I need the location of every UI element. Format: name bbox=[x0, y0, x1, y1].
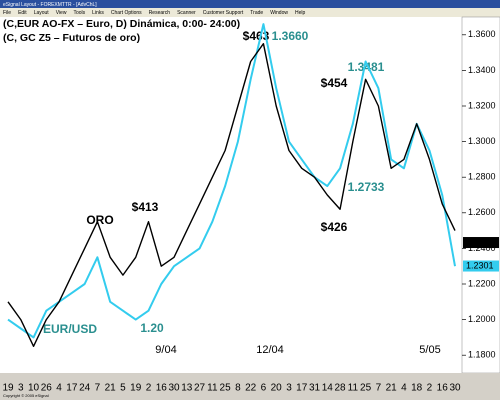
x-tick-label: 14 bbox=[322, 383, 334, 394]
x-tick-label: 2 bbox=[427, 383, 433, 394]
last-value-tag bbox=[463, 260, 499, 272]
x-tick-label: 6 bbox=[261, 383, 267, 394]
x-tick-label: 25 bbox=[220, 383, 232, 394]
menu-item[interactable]: Links bbox=[92, 10, 104, 16]
x-tick-label: 30 bbox=[449, 383, 461, 394]
x-tick-label: 4 bbox=[56, 383, 62, 394]
x-tick-label: 27 bbox=[194, 383, 206, 394]
y-tick-label: 1.3600 bbox=[468, 29, 496, 39]
x-tick-label: 17 bbox=[66, 383, 78, 394]
x-tick-label: 19 bbox=[2, 383, 14, 394]
menu-item[interactable]: Scanner bbox=[177, 10, 196, 16]
x-tick-label: 24 bbox=[79, 383, 91, 394]
menu-item[interactable]: Help bbox=[295, 10, 306, 16]
x-tick-label: 18 bbox=[411, 383, 423, 394]
x-tick-label: 11 bbox=[207, 383, 218, 394]
plot-area bbox=[0, 17, 462, 373]
menu-item[interactable]: Layout bbox=[34, 10, 50, 16]
x-axis-area bbox=[0, 373, 500, 400]
annotation: $463 bbox=[243, 29, 270, 43]
x-tick-label: 4 bbox=[401, 383, 407, 394]
menu-item[interactable]: Research bbox=[149, 10, 171, 16]
header-line: (C,EUR AO-FX – Euro, D) Dinámica, 0:00- … bbox=[3, 18, 240, 30]
header-line: (C, GC Z5 – Futuros de oro) bbox=[3, 32, 140, 44]
x-tick-label: 8 bbox=[235, 383, 241, 394]
annotation: 1.2733 bbox=[348, 180, 385, 194]
y-tick-label: 1.3200 bbox=[468, 100, 496, 110]
x-tick-label: 3 bbox=[18, 383, 24, 394]
x-tick-label: 16 bbox=[437, 383, 449, 394]
annotation: 1.3481 bbox=[348, 60, 385, 74]
x-tick-label: 21 bbox=[105, 383, 117, 394]
menu-bar bbox=[0, 8, 500, 17]
x-tick-label: 16 bbox=[156, 383, 168, 394]
x-tick-label: 19 bbox=[130, 383, 142, 394]
x-tick-label: 7 bbox=[376, 383, 382, 394]
menu-item[interactable]: Edit bbox=[18, 10, 27, 16]
month-label: 5/05 bbox=[419, 344, 440, 356]
series-label: EUR/USD bbox=[43, 322, 97, 336]
title-bar bbox=[0, 0, 500, 8]
x-tick-label: 28 bbox=[334, 383, 346, 394]
x-tick-label: 22 bbox=[245, 383, 257, 394]
menu-item[interactable]: File bbox=[3, 10, 11, 16]
copyright: Copyright © 2005 eSignal bbox=[3, 393, 49, 398]
x-tick-label: 7 bbox=[95, 383, 101, 394]
series-line bbox=[7, 43, 456, 347]
annotation: 1.20 bbox=[140, 321, 164, 335]
x-tick-label: 10 bbox=[28, 383, 40, 394]
x-tick-label: 26 bbox=[41, 383, 53, 394]
x-tick-label: 2 bbox=[146, 383, 152, 394]
x-tick-label: 3 bbox=[286, 383, 292, 394]
annotation: $413 bbox=[132, 200, 159, 214]
series-line bbox=[7, 23, 456, 339]
series-label: ORO bbox=[86, 213, 113, 227]
y-tick-label: 1.3400 bbox=[468, 65, 496, 75]
month-label: 12/04 bbox=[256, 344, 284, 356]
menu-item[interactable]: Customer Support bbox=[203, 10, 244, 16]
x-tick-label: 31 bbox=[309, 383, 321, 394]
menu-item[interactable]: Chart Options bbox=[111, 10, 142, 16]
x-tick-label: 13 bbox=[181, 383, 193, 394]
x-tick-label: 21 bbox=[386, 383, 398, 394]
x-tick-label: 20 bbox=[271, 383, 283, 394]
y-tick-label: 1.2000 bbox=[468, 314, 496, 324]
x-tick-label: 30 bbox=[168, 383, 180, 394]
y-tick-label: 1.1800 bbox=[468, 350, 496, 360]
x-tick-label: 11 bbox=[348, 383, 359, 394]
menu-item[interactable]: Window bbox=[270, 10, 288, 16]
x-tick-label: 17 bbox=[296, 383, 308, 394]
last-value-label: 1.2433 bbox=[466, 237, 494, 247]
y-tick-label: 1.2600 bbox=[468, 207, 496, 217]
last-value-label: 1.2301 bbox=[466, 260, 494, 270]
menu-item[interactable]: View bbox=[56, 10, 67, 16]
menu-item[interactable]: Tools bbox=[73, 10, 85, 16]
y-tick-label: 1.3000 bbox=[468, 136, 496, 146]
month-label: 9/04 bbox=[155, 344, 176, 356]
annotation: 1.3660 bbox=[272, 29, 309, 43]
window-title: eSignal Layout - FOREXMTTR - [AdvChL] bbox=[3, 2, 97, 8]
last-value-tag bbox=[463, 237, 499, 249]
annotation: $454 bbox=[321, 76, 348, 90]
annotation: $426 bbox=[321, 220, 348, 234]
y-tick-label: 1.2800 bbox=[468, 172, 496, 182]
x-tick-label: 25 bbox=[360, 383, 372, 394]
y-tick-label: 1.2200 bbox=[468, 278, 496, 288]
x-tick-label: 5 bbox=[120, 383, 126, 394]
menu-item[interactable]: Trade bbox=[250, 10, 263, 16]
